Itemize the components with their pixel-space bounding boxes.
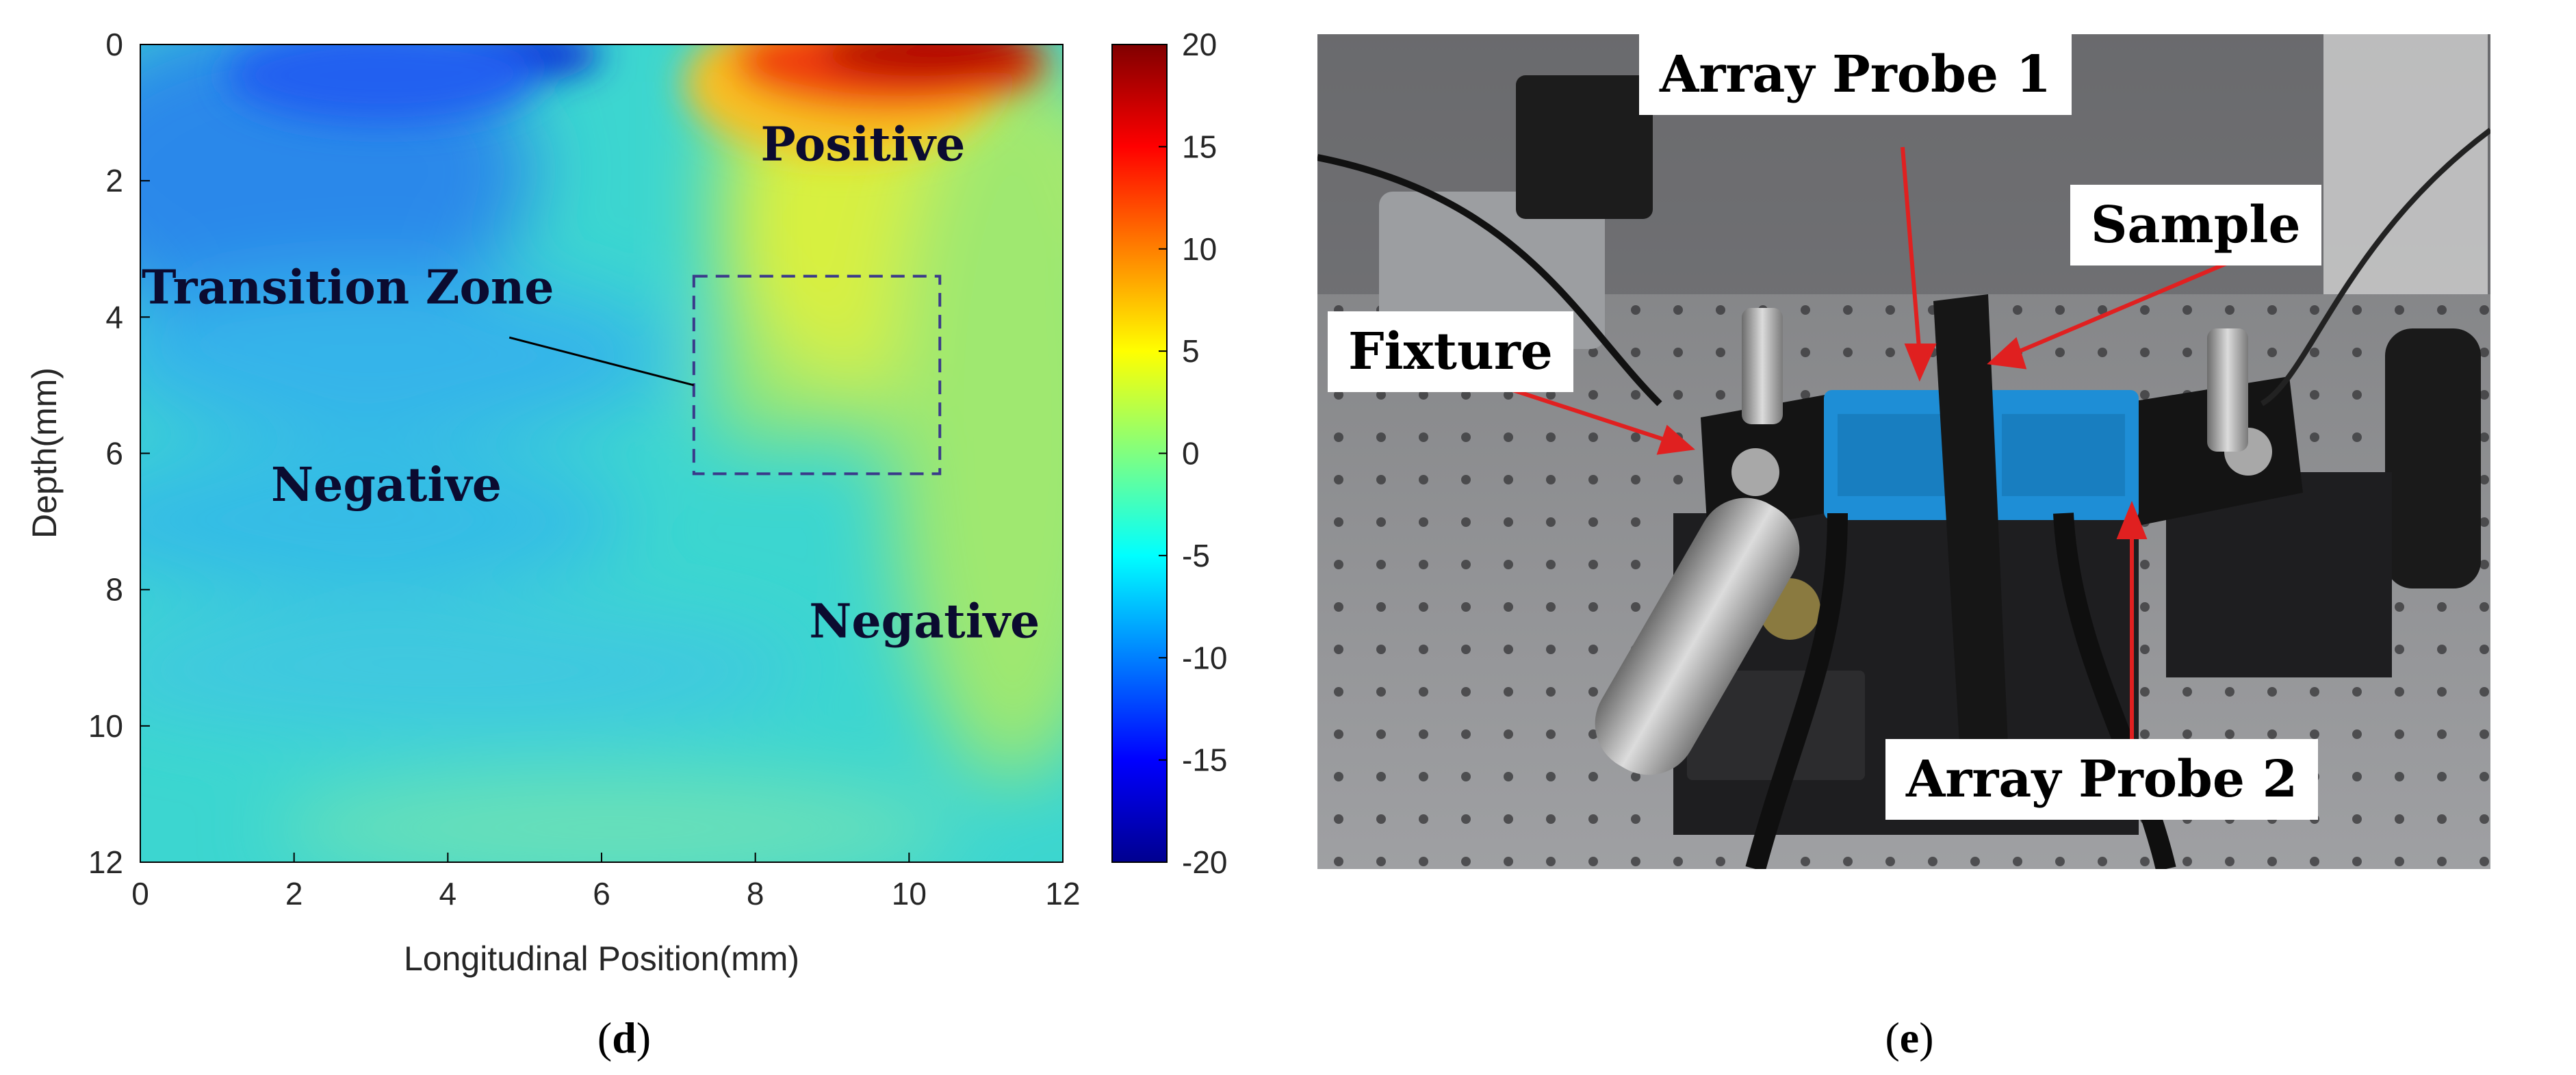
cable-right — [2053, 513, 2176, 869]
label-array-probe-1: Array Probe 1 — [1639, 34, 2072, 115]
colorbar-tick-label: 10 — [1182, 231, 1217, 267]
photo-illustration — [1317, 34, 2490, 869]
x-tick-label: 2 — [285, 876, 303, 911]
transition-leader-line — [508, 336, 695, 387]
region-label: Positive — [761, 117, 966, 172]
right-handle — [2385, 328, 2481, 588]
caption-e-letter: e — [1899, 1013, 1920, 1062]
y-tick-label: 6 — [105, 436, 123, 471]
colorbar-tick-label: -20 — [1182, 844, 1227, 880]
x-axis-label: Longitudinal Position(mm) — [404, 940, 799, 978]
clamp-knob-rear — [1516, 75, 1653, 219]
y-axis-ticks: 0 2 4 6 8 10 12 — [88, 27, 150, 880]
label-sample: Sample — [2070, 185, 2321, 265]
cable-left — [1745, 513, 1848, 869]
caption-e: (e) — [1885, 1013, 1933, 1063]
label-fixture: Fixture — [1328, 311, 1573, 392]
sample-block — [1933, 294, 2009, 766]
caption-d-close: ) — [636, 1013, 652, 1062]
caption-d: (d) — [597, 1013, 651, 1063]
region-label: Negative — [271, 458, 502, 513]
colorbar-tick-label: 0 — [1182, 436, 1200, 471]
setup-photo: Array Probe 1 Sample Fixture Array Probe… — [1317, 34, 2490, 869]
region-label: Transition Zone — [142, 260, 554, 315]
y-tick-label: 8 — [105, 572, 123, 608]
caption-e-close: ) — [1919, 1013, 1934, 1062]
heatmap-figure: 0 2 4 6 8 10 12 0 2 4 6 8 10 12 Longitudinal Positio… — [25, 27, 1227, 978]
region-label: Negative — [809, 594, 1040, 649]
colorbar-gradient — [1111, 44, 1168, 863]
colorbar-tick-label: -15 — [1182, 742, 1227, 778]
x-tick-label: 0 — [131, 876, 149, 911]
y-tick-label: 4 — [105, 299, 123, 335]
x-tick-label: 8 — [747, 876, 764, 911]
x-tick-label: 4 — [439, 876, 457, 911]
heatmap-field — [140, 44, 1063, 862]
transition-box — [692, 274, 942, 476]
fixture-right-arm — [2118, 376, 2303, 527]
colorbar-tick-label: -10 — [1182, 640, 1227, 675]
colorbar-tick-label: 15 — [1182, 129, 1217, 164]
colorbar-ticks: 20 15 10 5 0 -5 -10 -15 -20 — [1159, 27, 1227, 880]
y-tick-label: 12 — [88, 844, 123, 880]
y-tick-label: 2 — [105, 163, 123, 198]
y-axis-label: Depth(mm) — [25, 367, 64, 539]
colorbar: 20 15 10 5 0 -5 -10 -15 -20 — [1111, 27, 1227, 880]
right-post — [2323, 34, 2488, 294]
label-array-probe-2: Array Probe 2 — [1885, 739, 2319, 820]
callout-arrows — [1502, 146, 2236, 739]
y-tick-label: 0 — [105, 27, 123, 62]
support-rod — [1595, 497, 1800, 775]
colorbar-tick-label: 20 — [1182, 27, 1217, 62]
x-tick-label: 10 — [892, 876, 927, 911]
heatmap-plot-area — [140, 44, 1064, 863]
colorbar-tick-label: -5 — [1182, 538, 1210, 573]
colorbar-tick-label: 5 — [1182, 333, 1200, 369]
background-equipment — [1379, 192, 1605, 349]
x-tick-label: 12 — [1045, 876, 1080, 911]
caption-d-letter: d — [612, 1013, 636, 1062]
x-tick-label: 6 — [593, 876, 610, 911]
caption-d-open: ( — [597, 1013, 613, 1062]
caption-e-open: ( — [1885, 1013, 1900, 1062]
y-tick-label: 10 — [88, 708, 123, 744]
region-labels: Positive Transition Zone Negative Negative — [142, 117, 1040, 649]
x-axis-ticks: 0 2 4 6 8 10 12 — [131, 853, 1081, 911]
